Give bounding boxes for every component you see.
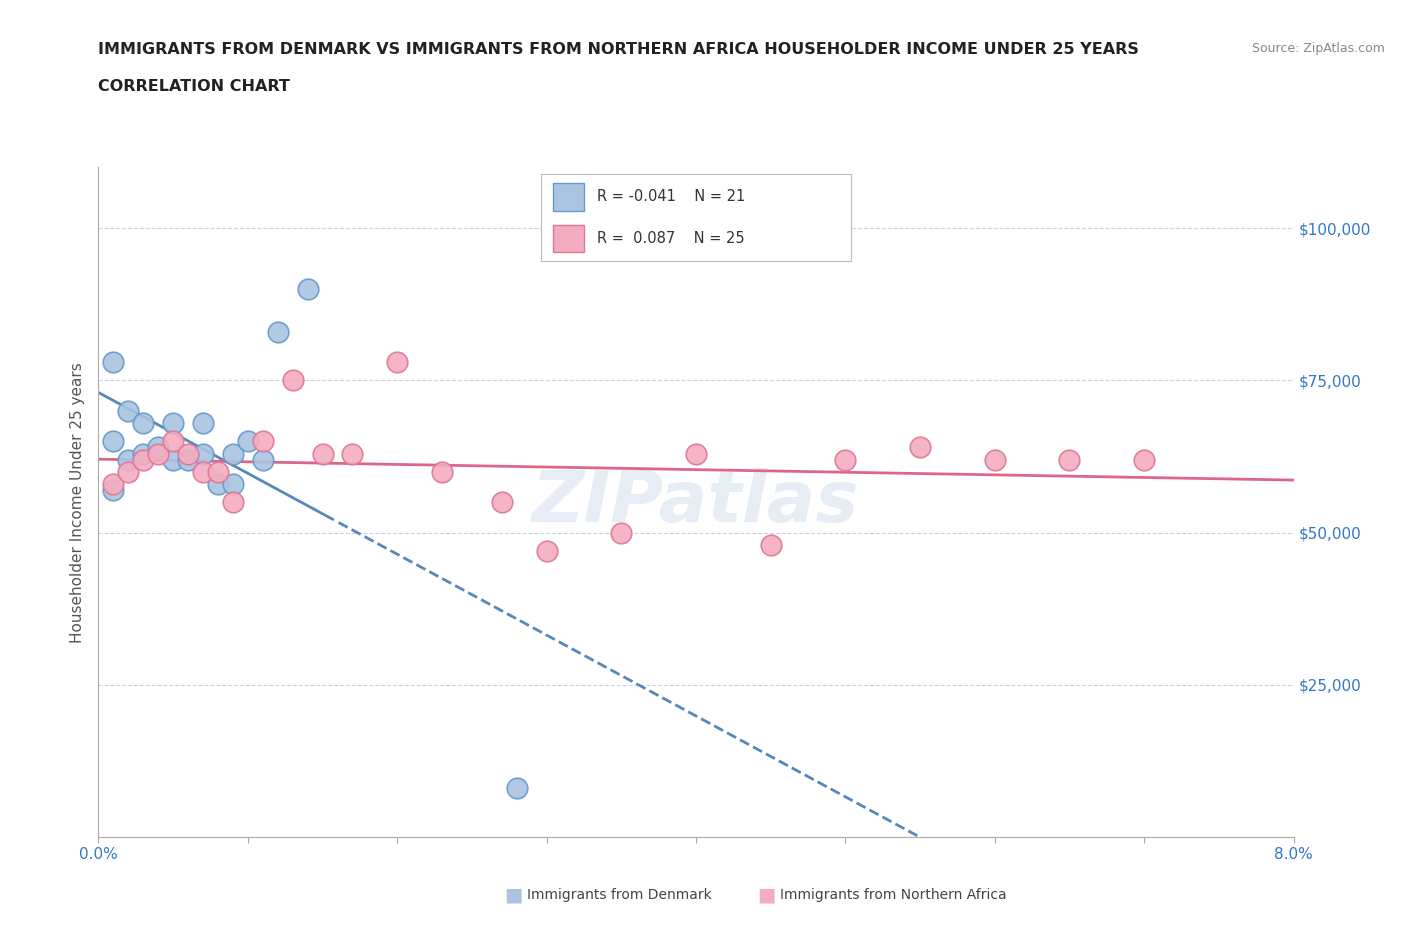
Point: [311, 446, 333, 461]
Point: [908, 440, 931, 455]
Point: [506, 781, 529, 796]
Point: [132, 452, 155, 467]
Text: IMMIGRANTS FROM DENMARK VS IMMIGRANTS FROM NORTHERN AFRICA HOUSEHOLDER INCOME UN: IMMIGRANTS FROM DENMARK VS IMMIGRANTS FR…: [98, 42, 1139, 57]
Point: [191, 416, 214, 431]
Point: [281, 373, 304, 388]
Point: [252, 452, 274, 467]
Point: [1059, 452, 1081, 467]
Point: [759, 538, 782, 552]
Point: [430, 464, 453, 479]
Point: [983, 452, 1005, 467]
Point: [148, 446, 170, 461]
Point: [103, 354, 125, 369]
Point: [162, 434, 184, 449]
Point: [103, 434, 125, 449]
Text: Source: ZipAtlas.com: Source: ZipAtlas.com: [1251, 42, 1385, 55]
Point: [491, 495, 513, 510]
Point: [191, 446, 214, 461]
Point: [610, 525, 633, 540]
Point: [117, 452, 139, 467]
Point: [117, 404, 139, 418]
Text: Immigrants from Denmark: Immigrants from Denmark: [527, 887, 711, 902]
Point: [103, 476, 125, 491]
Point: [207, 476, 229, 491]
Point: [685, 446, 707, 461]
Point: [536, 543, 558, 558]
Point: [103, 483, 125, 498]
Point: [236, 434, 259, 449]
Point: [1133, 452, 1156, 467]
Point: [207, 464, 229, 479]
Point: [297, 282, 319, 297]
Text: ■: ■: [756, 885, 776, 904]
Point: [222, 495, 245, 510]
Point: [117, 464, 139, 479]
Point: [162, 452, 184, 467]
Text: ■: ■: [503, 885, 523, 904]
Point: [177, 446, 200, 461]
Point: [834, 452, 856, 467]
Point: [385, 354, 409, 369]
Point: [342, 446, 364, 461]
Point: [267, 325, 290, 339]
Point: [132, 446, 155, 461]
Text: CORRELATION CHART: CORRELATION CHART: [98, 79, 290, 94]
Text: ZIPatlas: ZIPatlas: [533, 468, 859, 537]
Point: [252, 434, 274, 449]
Point: [177, 452, 200, 467]
Text: Immigrants from Northern Africa: Immigrants from Northern Africa: [780, 887, 1007, 902]
Y-axis label: Householder Income Under 25 years: Householder Income Under 25 years: [69, 362, 84, 643]
Point: [162, 416, 184, 431]
Point: [148, 440, 170, 455]
Point: [222, 446, 245, 461]
Point: [191, 464, 214, 479]
Point: [222, 476, 245, 491]
Point: [132, 416, 155, 431]
